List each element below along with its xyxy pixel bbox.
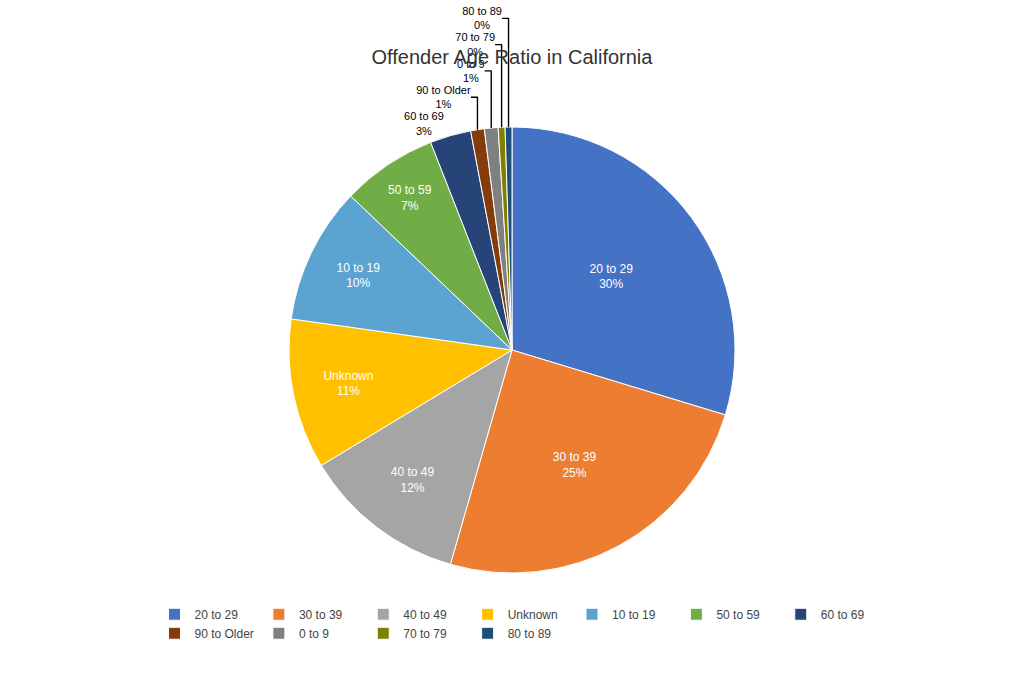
- svg-text:Unknown: Unknown: [508, 608, 558, 622]
- svg-text:90 to Older: 90 to Older: [195, 627, 254, 641]
- svg-text:0 to 91%: 0 to 91%: [457, 58, 485, 84]
- svg-text:30 to 3925%: 30 to 3925%: [553, 450, 597, 480]
- svg-text:Offender Age Ratio in Californ: Offender Age Ratio in California: [372, 46, 654, 68]
- svg-text:70 to 790%: 70 to 790%: [455, 31, 495, 57]
- svg-text:60 to 693%: 60 to 693%: [404, 110, 444, 136]
- svg-text:90 to Older1%: 90 to Older1%: [416, 84, 471, 110]
- svg-text:0 to 9: 0 to 9: [299, 627, 329, 641]
- svg-text:40 to 49: 40 to 49: [403, 608, 447, 622]
- svg-text:60 to 69: 60 to 69: [821, 608, 865, 622]
- svg-text:80 to 890%: 80 to 890%: [462, 5, 502, 31]
- svg-text:30 to 39: 30 to 39: [299, 608, 343, 622]
- svg-text:Unknown11%: Unknown11%: [323, 369, 373, 399]
- svg-text:50 to 59: 50 to 59: [716, 608, 760, 622]
- svg-text:20 to 29: 20 to 29: [195, 608, 239, 622]
- svg-text:20 to 2930%: 20 to 2930%: [590, 262, 634, 292]
- svg-text:10 to 1910%: 10 to 1910%: [336, 261, 380, 291]
- svg-text:80 to 89: 80 to 89: [508, 627, 552, 641]
- svg-text:70 to 79: 70 to 79: [403, 627, 447, 641]
- svg-text:10 to 19: 10 to 19: [612, 608, 656, 622]
- svg-text:40 to 4912%: 40 to 4912%: [391, 465, 435, 495]
- svg-text:50 to 597%: 50 to 597%: [388, 183, 432, 213]
